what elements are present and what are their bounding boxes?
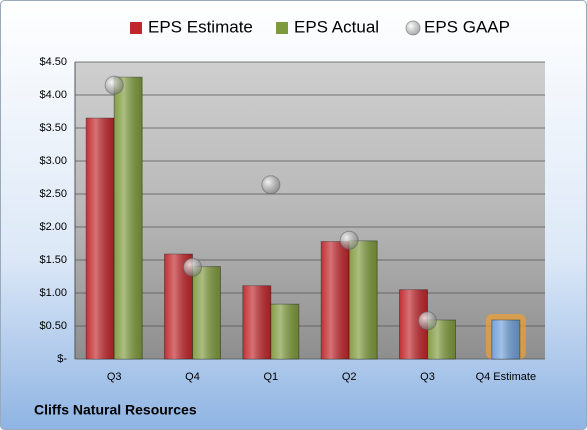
plot-area bbox=[75, 62, 545, 359]
bar-shine bbox=[349, 240, 378, 359]
legend-label: EPS Actual bbox=[294, 17, 379, 36]
legend-marker bbox=[405, 20, 421, 36]
gaap-point bbox=[339, 230, 359, 250]
y-tick-label: $2.50 bbox=[39, 188, 67, 200]
x-tick-label: Q3 bbox=[107, 371, 122, 383]
y-tick-label: $4.50 bbox=[39, 56, 67, 68]
y-tick-label: $3.00 bbox=[39, 155, 67, 167]
y-tick-label: $1.50 bbox=[39, 254, 67, 266]
legend-marker bbox=[130, 22, 142, 34]
x-tick-label: Q2 bbox=[342, 371, 357, 383]
footer: Cliffs Natural Resources bbox=[34, 402, 197, 418]
y-tick-label: $- bbox=[57, 353, 67, 365]
x-tick-label: Q4 Estimate bbox=[476, 371, 537, 383]
gaap-point bbox=[183, 257, 202, 277]
x-tick-label: Q1 bbox=[263, 371, 278, 383]
bar-shine bbox=[321, 241, 350, 359]
bar-shine bbox=[491, 320, 520, 359]
x-tick-label: Q3 bbox=[420, 371, 435, 383]
legend-label: EPS GAAP bbox=[424, 17, 510, 36]
gaap-point bbox=[261, 175, 281, 195]
legend-marker bbox=[276, 22, 288, 34]
y-tick-label: $3.50 bbox=[39, 122, 67, 134]
bar-shine bbox=[270, 304, 299, 359]
y-tick-label: $2.00 bbox=[39, 221, 67, 233]
bar-shine bbox=[114, 77, 143, 360]
legend-label: EPS Estimate bbox=[148, 17, 253, 36]
gaap-point bbox=[104, 75, 124, 95]
bar-shine bbox=[86, 118, 115, 359]
bar-shine bbox=[242, 285, 271, 359]
y-tick-label: $1.00 bbox=[39, 287, 67, 299]
y-tick-label: $4.00 bbox=[39, 89, 67, 101]
y-tick-label: $0.50 bbox=[39, 320, 67, 332]
x-tick-label: Q4 bbox=[185, 371, 200, 383]
gaap-point bbox=[418, 311, 437, 331]
bar-shine bbox=[192, 266, 221, 359]
